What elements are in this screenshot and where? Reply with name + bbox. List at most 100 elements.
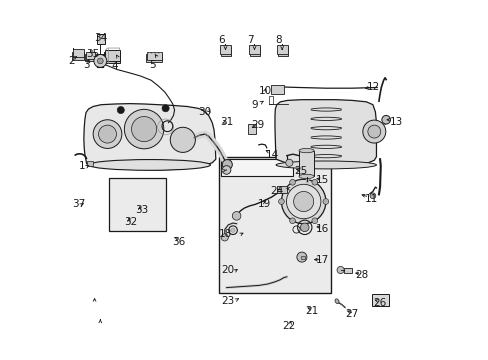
Text: 8: 8 [274,35,281,45]
Text: 26: 26 [372,298,386,308]
Bar [219,157,330,293]
Text: 10: 10 [258,86,271,96]
Bar [85,54,96,61]
Circle shape [170,127,195,152]
Text: 21: 21 [305,306,318,316]
Bar [301,256,304,259]
Bar [276,186,286,193]
Bar [145,54,162,62]
Circle shape [381,116,389,124]
Bar [221,159,292,176]
Text: 33: 33 [135,206,148,216]
Text: 24: 24 [270,186,283,196]
Text: 12: 12 [366,82,380,93]
Text: 7: 7 [247,35,253,45]
Ellipse shape [298,174,313,179]
Bar [248,45,259,54]
Text: 14: 14 [265,150,279,160]
Bar [298,150,313,176]
Text: 16: 16 [315,225,328,234]
Text: 27: 27 [345,310,358,319]
Text: 29: 29 [251,121,264,130]
Circle shape [367,125,380,138]
Bar [220,45,230,54]
Circle shape [285,159,292,166]
Text: 34: 34 [94,33,108,43]
Bar [249,46,260,56]
Ellipse shape [88,159,210,170]
Text: 11: 11 [364,194,377,204]
Text: 25: 25 [293,166,306,176]
Circle shape [300,223,308,231]
Text: 4: 4 [111,61,118,71]
Circle shape [131,117,156,141]
Circle shape [232,212,241,220]
Circle shape [221,234,228,241]
Text: 31: 31 [220,117,233,127]
Text: 23: 23 [221,296,234,306]
Bar [72,51,83,59]
Bar [268,96,273,104]
Circle shape [289,179,295,185]
Text: 22: 22 [282,321,295,331]
Bar [86,161,93,166]
Text: 37: 37 [72,199,85,210]
Text: 13: 13 [389,117,402,127]
Bar [221,169,224,171]
Circle shape [336,266,344,274]
Circle shape [117,107,124,114]
Circle shape [296,252,306,262]
Text: 2: 2 [68,56,75,66]
Circle shape [311,218,317,224]
Circle shape [222,159,232,170]
Circle shape [222,166,230,174]
Text: 19: 19 [258,199,271,210]
Text: 6: 6 [218,35,225,45]
Text: 9: 9 [251,100,258,110]
Circle shape [93,120,122,148]
Circle shape [162,105,169,112]
Bar [270,85,283,94]
Text: 3: 3 [83,60,90,70]
Text: 32: 32 [124,217,137,227]
Ellipse shape [298,148,313,153]
Circle shape [289,218,295,224]
Circle shape [230,228,235,232]
Polygon shape [274,100,376,166]
Bar [247,124,255,134]
Circle shape [362,120,385,143]
Bar [109,178,166,231]
Circle shape [97,58,103,64]
Text: 30: 30 [198,107,211,117]
Text: 20: 20 [221,265,234,275]
Circle shape [94,54,106,67]
Bar [277,46,287,56]
Bar [73,49,83,57]
Bar [105,50,120,61]
Bar [86,51,95,59]
Bar [276,45,287,54]
Bar [147,52,162,59]
Text: 35: 35 [86,49,99,59]
Bar [104,52,120,63]
Circle shape [278,199,284,204]
Bar [344,267,351,273]
Text: 18: 18 [218,229,231,239]
Circle shape [369,193,375,199]
Text: 36: 36 [172,237,185,247]
Text: 15: 15 [316,175,329,185]
Circle shape [293,192,313,212]
Circle shape [281,179,325,224]
Text: 17: 17 [316,255,329,265]
Text: 5: 5 [149,59,156,69]
Circle shape [99,125,116,143]
Bar [97,35,104,44]
Text: 28: 28 [354,270,367,280]
Bar [371,294,388,306]
Circle shape [124,109,163,149]
Circle shape [286,184,320,219]
Polygon shape [83,104,215,170]
Circle shape [323,199,328,204]
Text: 1: 1 [79,161,85,171]
Ellipse shape [276,161,376,169]
